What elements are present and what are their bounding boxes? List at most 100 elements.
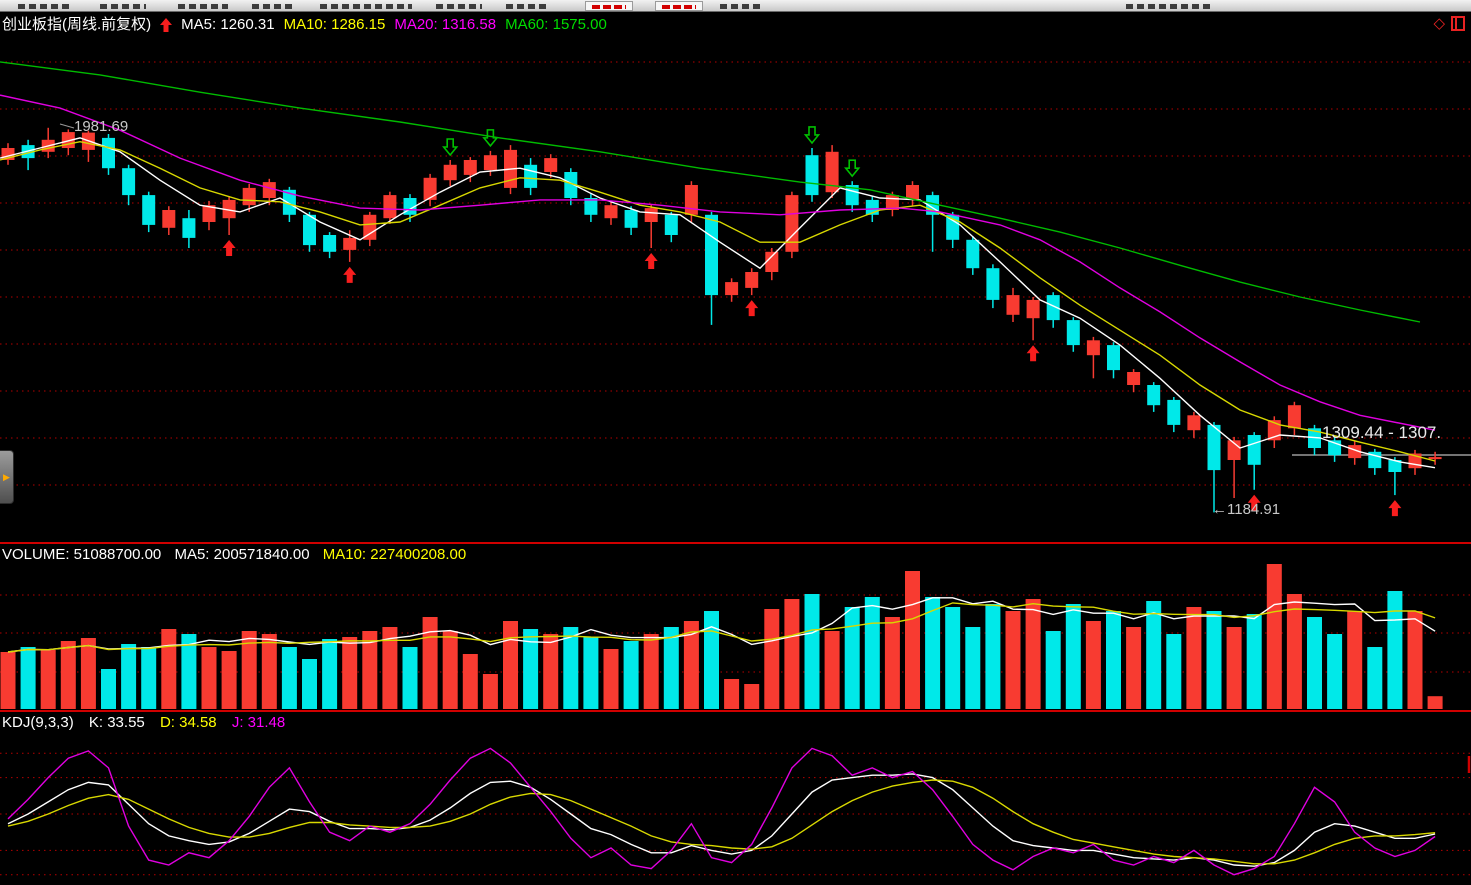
candle <box>182 218 196 238</box>
volume-ma5-line <box>7 597 1436 653</box>
volume-bar <box>302 659 317 709</box>
volume-bar <box>261 634 277 709</box>
menu-item[interactable] <box>178 4 228 9</box>
candle <box>202 205 216 222</box>
volume-bar <box>241 631 257 709</box>
pane-controls: ◇ <box>1433 16 1465 31</box>
candle <box>323 235 337 252</box>
red-up-arrow-icon <box>160 17 173 32</box>
red-quote-text <box>662 5 696 9</box>
volume-bar <box>543 634 559 709</box>
buy-signal-arrow-icon <box>222 240 236 256</box>
candle <box>162 210 176 228</box>
menu-item[interactable] <box>506 4 546 9</box>
candle <box>1107 345 1120 371</box>
volume-bar <box>503 621 518 709</box>
candle <box>765 251 779 272</box>
menu-item[interactable] <box>1126 4 1212 9</box>
volume-bar <box>0 652 16 709</box>
kdj-d-line <box>7 779 1436 865</box>
candle <box>785 195 799 252</box>
kdj-j-label: J: 31.48 <box>231 714 286 731</box>
volume-bar <box>583 637 599 709</box>
volume-bar <box>362 631 378 709</box>
ma20-line <box>0 94 1436 431</box>
peak-price-annotation: 1981.69 <box>74 118 129 135</box>
sell-signal-arrow-icon <box>803 126 821 145</box>
volume-bar <box>80 638 96 709</box>
volume-bar <box>884 617 900 709</box>
volume-bar <box>1427 696 1443 709</box>
candle <box>1086 340 1100 356</box>
volume-bar <box>905 571 920 709</box>
candle <box>1187 415 1201 431</box>
candle <box>343 237 357 250</box>
candle <box>483 155 497 171</box>
kdj-k-label: K: 33.55 <box>88 714 145 731</box>
candle <box>825 151 839 193</box>
candle <box>1428 457 1442 460</box>
quote-ticker-chip[interactable] <box>585 1 633 11</box>
menu-item[interactable] <box>720 4 760 9</box>
kdj-k-line <box>7 773 1436 867</box>
candle <box>966 239 980 269</box>
panel-expander-tab[interactable]: ▶ <box>0 450 14 504</box>
split-window-icon[interactable] <box>1451 16 1465 31</box>
volume-bar <box>1166 634 1182 709</box>
volume-bar <box>804 594 820 709</box>
volume-bar <box>1126 627 1142 709</box>
candle <box>1026 299 1040 319</box>
buy-signal-arrow-icon <box>644 252 658 269</box>
candle <box>303 214 316 246</box>
volume-bar <box>523 629 539 709</box>
candle <box>664 214 678 235</box>
candle <box>524 164 538 188</box>
menu-item[interactable] <box>320 4 412 9</box>
volume-bar <box>1286 594 1302 709</box>
volume-bar <box>221 651 237 709</box>
candle <box>986 268 1000 300</box>
volume-ma10-label: MA10: 227400208.00 <box>322 546 467 563</box>
menu-item[interactable] <box>252 4 296 9</box>
sell-signal-arrow-icon <box>844 159 861 178</box>
quote-ticker-chip[interactable] <box>655 1 703 11</box>
volume-bar <box>462 654 478 709</box>
volume-bar <box>1327 634 1343 709</box>
volume-bar <box>1085 621 1101 709</box>
candle <box>1006 295 1020 315</box>
volume-ma10-line <box>7 602 1436 653</box>
ma60-line <box>0 61 1421 323</box>
sell-signal-arrow-icon <box>482 129 499 148</box>
volume-bar <box>1347 611 1363 709</box>
buy-signal-arrow-icon <box>1026 345 1040 362</box>
candle <box>604 205 618 219</box>
volume-bar <box>864 597 880 709</box>
diamond-icon[interactable]: ◇ <box>1433 14 1445 32</box>
menu-item[interactable] <box>18 4 70 9</box>
candle <box>725 282 739 296</box>
menu-item[interactable] <box>436 4 482 9</box>
volume-bar <box>422 617 438 709</box>
candle <box>142 195 156 225</box>
volume-bar <box>1266 564 1282 709</box>
volume-bar <box>965 627 981 709</box>
volume-bar <box>101 669 116 709</box>
candle <box>383 195 397 219</box>
volume-bar <box>663 627 679 709</box>
volume-bar <box>322 639 338 709</box>
volume-bar <box>1106 611 1121 709</box>
volume-bar <box>724 679 740 709</box>
candle <box>443 164 457 181</box>
menu-item[interactable] <box>100 4 146 9</box>
volume-bar <box>482 674 498 709</box>
volume-bar <box>1307 617 1322 709</box>
volume-bar <box>1045 631 1061 709</box>
volume-bar <box>181 634 197 709</box>
volume-bar <box>1206 611 1222 709</box>
volume-bar <box>121 644 137 709</box>
buy-signal-arrow-icon <box>1247 494 1261 511</box>
candle <box>1046 295 1060 321</box>
volume-bar <box>201 647 217 709</box>
